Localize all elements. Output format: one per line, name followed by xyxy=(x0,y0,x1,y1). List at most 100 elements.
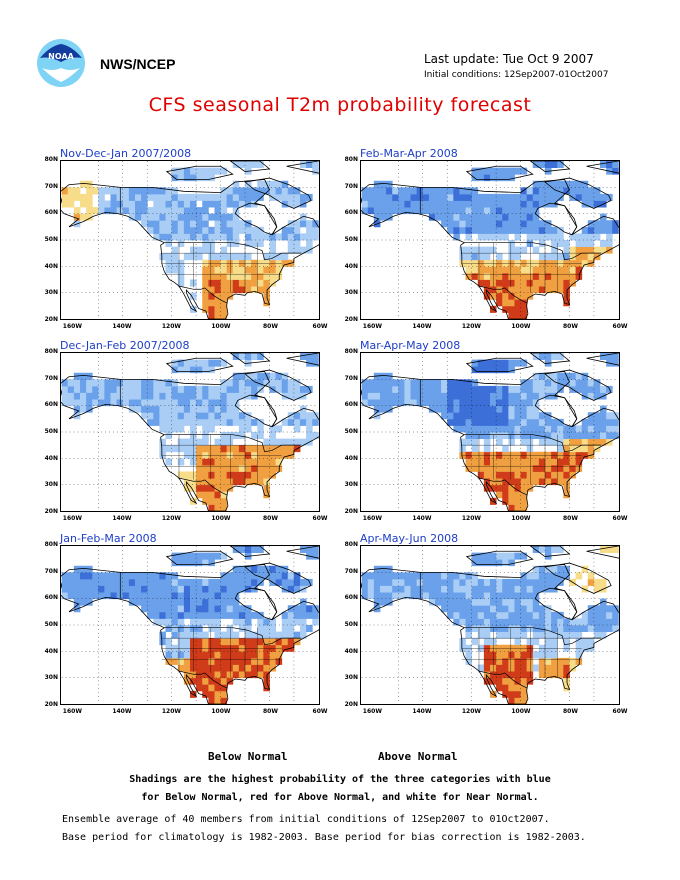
shade-cell xyxy=(141,399,148,407)
shade-cell xyxy=(459,585,466,593)
shade-cell xyxy=(141,405,148,413)
shade-cell xyxy=(502,592,509,600)
shade-cell xyxy=(477,592,485,600)
shade-cell xyxy=(386,207,393,215)
shade-cell xyxy=(459,451,466,459)
shade-cell xyxy=(508,174,515,182)
shade-cell xyxy=(196,418,203,426)
shade-cell xyxy=(545,638,552,646)
shade-cell xyxy=(496,484,503,492)
shade-cell xyxy=(171,605,179,613)
shade-cell xyxy=(98,392,105,400)
shade-cell xyxy=(208,618,215,626)
shade-cell xyxy=(257,180,264,188)
shade-cell xyxy=(165,399,173,407)
shade-cell xyxy=(459,187,466,195)
shade-cell xyxy=(208,611,215,619)
shade-cell xyxy=(386,592,393,600)
shade-cell xyxy=(496,272,503,280)
shade-cell xyxy=(220,664,228,672)
shade-cell xyxy=(183,651,191,659)
shade-cell xyxy=(190,174,197,182)
shade-cell xyxy=(141,605,148,613)
shade-cell xyxy=(208,299,215,307)
shade-cell xyxy=(545,412,552,420)
shade-cell xyxy=(581,253,589,261)
shade-cell xyxy=(177,631,185,639)
lat-tick-label: 30N xyxy=(344,674,358,682)
panel-label: Jan-Feb-Mar 2008 xyxy=(60,532,157,545)
shade-cell xyxy=(508,598,515,606)
shade-cell xyxy=(281,572,289,580)
lon-tick-label: 80W xyxy=(562,515,578,522)
shade-cell xyxy=(520,618,528,626)
shade-cell xyxy=(245,266,252,274)
shade-cell xyxy=(165,425,173,433)
shade-cell xyxy=(404,187,411,195)
shade-cell xyxy=(520,578,528,586)
shade-cell xyxy=(551,372,558,380)
shade-cell xyxy=(257,432,264,440)
shade-cell xyxy=(141,572,148,580)
shade-cell xyxy=(116,572,124,580)
shade-cell xyxy=(551,385,558,393)
probability-shading xyxy=(61,161,319,319)
lon-tick-label: 120W xyxy=(161,323,181,330)
shade-cell xyxy=(526,451,534,459)
shade-cell xyxy=(545,272,552,280)
shade-cell xyxy=(545,220,552,228)
shade-cell xyxy=(490,174,497,182)
lon-tick-label: 60W xyxy=(612,323,628,330)
shade-cell xyxy=(587,253,595,261)
shade-cell xyxy=(214,167,222,175)
shade-cell xyxy=(545,161,552,169)
shade-cell xyxy=(575,266,583,274)
shade-cell xyxy=(545,226,552,234)
shade-cell xyxy=(392,379,399,387)
map-plot xyxy=(60,160,320,320)
shade-cell xyxy=(526,458,534,466)
shade-cell xyxy=(453,618,460,626)
shade-cell xyxy=(165,418,173,426)
shade-cell xyxy=(122,385,130,393)
shade-cell xyxy=(404,193,411,201)
shade-cell xyxy=(459,592,466,600)
baseperiod-note: Base period for climatology is 1982-2003… xyxy=(62,832,586,843)
shade-cell xyxy=(232,458,240,466)
shade-cell xyxy=(471,638,479,646)
shade-cell xyxy=(275,565,283,573)
shade-cell xyxy=(575,451,583,459)
shade-cell xyxy=(483,598,491,606)
shade-cell xyxy=(490,272,497,280)
shade-cell xyxy=(86,572,93,580)
shade-cell xyxy=(190,644,197,652)
shade-cell xyxy=(612,605,619,613)
shade-cell xyxy=(214,405,222,413)
shade-cell xyxy=(226,631,234,639)
shade-cell xyxy=(538,240,546,248)
shade-cell xyxy=(190,418,197,426)
shade-cell xyxy=(453,572,460,580)
shade-cell xyxy=(557,418,564,426)
shade-cell xyxy=(232,671,240,679)
shade-cell xyxy=(502,671,509,679)
shade-cell xyxy=(447,605,454,613)
shade-cell xyxy=(483,432,491,440)
shade-cell xyxy=(490,618,497,626)
shade-cell xyxy=(183,671,191,679)
shade-cell xyxy=(293,585,301,593)
shade-cell xyxy=(159,618,166,626)
shade-cell xyxy=(453,187,460,195)
shade-cell xyxy=(563,657,570,665)
shade-cell xyxy=(312,220,319,228)
shade-cell xyxy=(220,193,228,201)
shade-cell xyxy=(251,187,258,195)
shade-cell xyxy=(190,405,197,413)
shade-cell xyxy=(545,418,552,426)
shade-cell xyxy=(557,353,564,361)
shade-cell xyxy=(581,392,589,400)
shade-cell xyxy=(116,207,124,215)
shade-cell xyxy=(496,233,503,241)
shade-cell xyxy=(177,611,185,619)
shade-cell xyxy=(159,425,166,433)
